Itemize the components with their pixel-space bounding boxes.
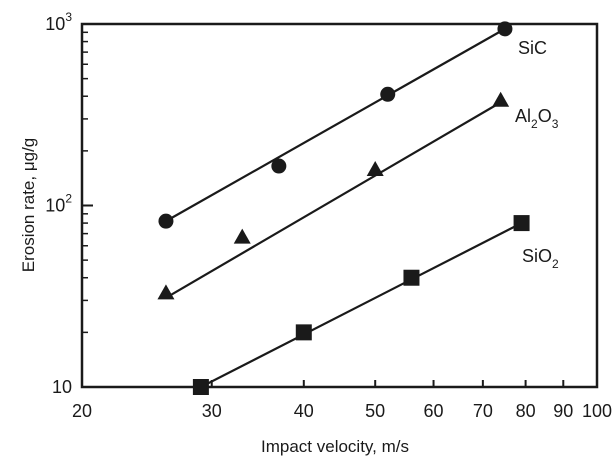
fit-lines <box>165 27 523 388</box>
x-tick-label: 30 <box>202 401 222 421</box>
data-point-sio2 <box>192 379 209 395</box>
plot-frame <box>80 22 599 389</box>
data-point-sic <box>158 213 174 229</box>
series-label-sio2: SiO2 <box>522 246 559 271</box>
x-tick-label: 40 <box>294 401 314 421</box>
x-tick-label: 80 <box>516 401 536 421</box>
data-point-al2o3 <box>492 91 510 107</box>
data-point-sic <box>380 86 396 102</box>
x-tick-label: 90 <box>553 401 573 421</box>
series-labels: SiC Al2O3 SiO2 <box>515 38 559 271</box>
y-axis-ticks: 10 102 103 <box>45 10 93 397</box>
x-tick-label: 20 <box>72 401 92 421</box>
data-point-al2o3 <box>233 228 251 244</box>
x-tick-label: 50 <box>365 401 385 421</box>
fit-line-al2o3 <box>165 101 502 299</box>
fit-line-sio2 <box>200 222 523 388</box>
y-tick-label: 10 <box>52 377 72 397</box>
series-label-sic: SiC <box>518 38 547 58</box>
y-tick-label: 102 <box>45 192 72 216</box>
y-axis-title: Erosion rate, μg/g <box>19 138 38 273</box>
x-axis-ticks: 20 30 40 50 60 70 80 90 100 <box>72 380 612 421</box>
x-axis-title: Impact velocity, m/s <box>261 437 409 456</box>
data-point-sio2 <box>403 269 420 286</box>
fit-line-sic <box>165 27 506 223</box>
y-tick-label: 103 <box>45 10 72 34</box>
series-label-al2o3: Al2O3 <box>515 106 559 131</box>
x-tick-label: 100 <box>582 401 612 421</box>
data-point-sic <box>271 158 287 174</box>
data-point-sic <box>497 21 513 37</box>
data-point-sio2 <box>295 324 312 341</box>
data-point-sio2 <box>513 215 530 232</box>
data-point-al2o3 <box>366 160 384 176</box>
x-tick-label: 60 <box>424 401 444 421</box>
x-tick-label: 70 <box>473 401 493 421</box>
data-point-al2o3 <box>157 284 175 300</box>
data-markers <box>157 21 530 395</box>
